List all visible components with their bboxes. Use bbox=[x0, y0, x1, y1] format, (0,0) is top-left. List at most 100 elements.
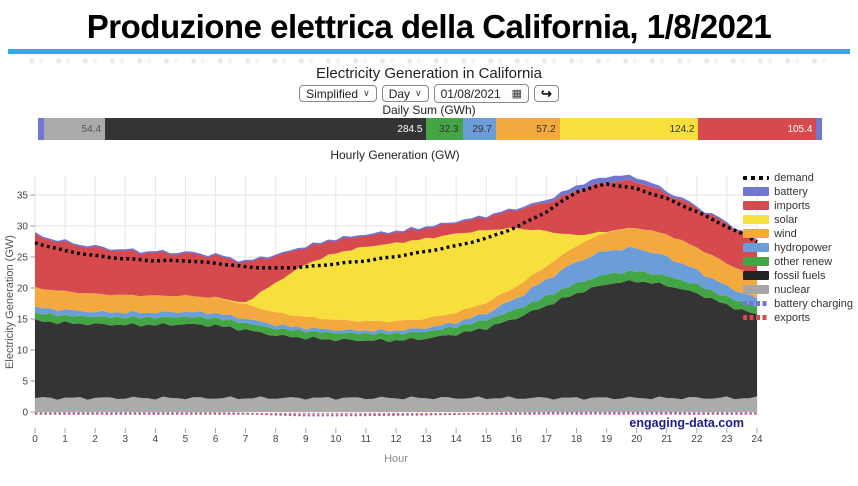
y-axis-label: Electricity Generation (GW) bbox=[4, 235, 16, 369]
y-tick-label: 15 bbox=[17, 315, 29, 326]
area-hydropower bbox=[35, 246, 757, 335]
legend-swatch-solar bbox=[743, 215, 770, 224]
y-tick-label: 30 bbox=[17, 222, 29, 233]
x-tick-label: 14 bbox=[451, 434, 463, 445]
daily-sum-bar: 54.4 284.5 32.3 29.7 57.2 124.2 105.4 bbox=[38, 118, 822, 140]
legend-label: fossil fuels bbox=[774, 269, 826, 282]
page-root: { "page": { "main_title": "Produzione el… bbox=[0, 6, 858, 486]
mode-select[interactable]: Simplified ∨ bbox=[299, 85, 377, 102]
x-tick-label: 22 bbox=[691, 434, 703, 445]
x-tick-label: 9 bbox=[303, 434, 309, 445]
daily-bar-segment-imports: 105.4 bbox=[698, 118, 817, 140]
blurred-menu-strip bbox=[30, 59, 828, 63]
area-imports bbox=[35, 179, 757, 302]
x-tick-label: 0 bbox=[32, 434, 38, 445]
x-tick-label: 18 bbox=[571, 434, 583, 445]
legend-item-imports[interactable]: imports bbox=[743, 199, 853, 212]
page-title: Produzione elettrica della California, 1… bbox=[86, 8, 772, 45]
legend-swatch-exports bbox=[743, 315, 770, 320]
title-underline bbox=[8, 49, 850, 54]
legend-item-other-renew[interactable]: other renew bbox=[743, 255, 853, 268]
chevron-down-icon: ∨ bbox=[415, 88, 422, 98]
x-tick-label: 13 bbox=[421, 434, 433, 445]
date-input[interactable] bbox=[440, 86, 507, 101]
period-select[interactable]: Day ∨ bbox=[381, 85, 429, 102]
x-tick-label: 1 bbox=[62, 434, 68, 445]
chart-legend: demand battery imports solar wind hydropower o… bbox=[743, 171, 853, 324]
legend-item-exports[interactable]: exports bbox=[743, 311, 853, 324]
x-tick-label: 10 bbox=[330, 434, 342, 445]
chart-canvas: 0 1 2 3 4 5 6 7 8 9 10 11 12 13 14 15 16 17 18 19 20 21 22 23 24… bbox=[17, 174, 763, 445]
legend-label: exports bbox=[774, 311, 811, 324]
x-tick-label: 23 bbox=[721, 434, 733, 445]
x-tick-label: 16 bbox=[511, 434, 523, 445]
legend-swatch-battery-charging bbox=[743, 301, 770, 306]
legend-label: other renew bbox=[774, 255, 833, 268]
x-tick-label: 6 bbox=[213, 434, 219, 445]
x-tick-label: 24 bbox=[751, 434, 763, 445]
area-fossil-fuels bbox=[35, 280, 757, 400]
daily-bar-segment-battery bbox=[38, 118, 45, 140]
y-tick-label: 0 bbox=[22, 408, 28, 419]
x-tick-label: 15 bbox=[481, 434, 493, 445]
chart-region: 0 1 2 3 4 5 6 7 8 9 10 11 12 13 14 15 16 17 18 19 20 21 22 23 24… bbox=[0, 162, 858, 482]
legend-label: battery bbox=[774, 185, 808, 198]
legend-label: wind bbox=[774, 227, 797, 240]
calendar-icon[interactable]: ▦ bbox=[511, 88, 523, 100]
x-tick-label: 17 bbox=[541, 434, 553, 445]
share-arrow-icon: ↪ bbox=[541, 85, 552, 101]
legend-swatch-hydropower bbox=[743, 243, 770, 252]
legend-item-demand[interactable]: demand bbox=[743, 171, 853, 184]
chevron-down-icon: ∨ bbox=[363, 88, 370, 98]
watermark-link[interactable]: engaging-data.com bbox=[629, 416, 744, 430]
share-button[interactable]: ↪ bbox=[534, 85, 559, 102]
period-select-value: Day bbox=[388, 86, 411, 101]
area-wind bbox=[35, 228, 757, 332]
x-tick-label: 8 bbox=[273, 434, 279, 445]
legend-label: hydropower bbox=[774, 241, 832, 254]
hourly-chart-title: Hourly Generation (GW) bbox=[330, 148, 460, 162]
legend-swatch-other-renew bbox=[743, 257, 770, 266]
app-title: Electricity Generation in California bbox=[316, 65, 542, 82]
legend-label: demand bbox=[774, 171, 814, 184]
legend-label: nuclear bbox=[774, 283, 811, 296]
hourly-generation-chart: 0 1 2 3 4 5 6 7 8 9 10 11 12 13 14 15 16 17 18 19 20 21 22 23 24… bbox=[4, 174, 763, 465]
mode-select-value: Simplified bbox=[306, 86, 359, 101]
daily-bar-segment-solar: 124.2 bbox=[559, 118, 699, 140]
x-tick-label: 5 bbox=[183, 434, 189, 445]
area-other-renew bbox=[35, 270, 757, 342]
x-tick-label: 20 bbox=[631, 434, 643, 445]
legend-swatch-fossil-fuels bbox=[743, 271, 770, 280]
y-tick-label: 35 bbox=[17, 191, 29, 202]
area-nuclear bbox=[35, 396, 757, 412]
date-field: ▦ bbox=[433, 84, 530, 103]
legend-label: battery charging bbox=[774, 297, 853, 310]
legend-item-fossil-fuels[interactable]: fossil fuels bbox=[743, 269, 853, 282]
daily-bar-segment-wind: 57.2 bbox=[495, 118, 560, 140]
legend-swatch-battery bbox=[743, 187, 770, 196]
legend-label: imports bbox=[774, 199, 811, 212]
daily-sum-label: Daily Sum (GWh) bbox=[382, 103, 476, 117]
legend-label: solar bbox=[774, 213, 798, 226]
y-tick-label: 5 bbox=[22, 377, 28, 388]
legend-swatch-wind bbox=[743, 229, 770, 238]
legend-item-hydropower[interactable]: hydropower bbox=[743, 241, 853, 254]
daily-bar-segment-battery-charging bbox=[816, 118, 822, 140]
daily-bar-segment-hydropower: 29.7 bbox=[462, 118, 496, 140]
y-tick-label: 10 bbox=[17, 346, 29, 357]
battery-top-line bbox=[34, 174, 758, 264]
x-tick-label: 2 bbox=[92, 434, 98, 445]
x-axis-label: Hour bbox=[384, 453, 408, 465]
x-tick-label: 12 bbox=[390, 434, 402, 445]
x-tick-label: 19 bbox=[601, 434, 613, 445]
legend-item-battery[interactable]: battery bbox=[743, 185, 853, 198]
legend-item-battery-charging[interactable]: battery charging bbox=[743, 297, 853, 310]
legend-item-nuclear[interactable]: nuclear bbox=[743, 283, 853, 296]
legend-item-solar[interactable]: solar bbox=[743, 213, 853, 226]
x-tick-label: 21 bbox=[661, 434, 673, 445]
y-tick-label: 25 bbox=[17, 253, 29, 264]
y-tick-label: 20 bbox=[17, 284, 29, 295]
legend-swatch-imports bbox=[743, 201, 770, 210]
legend-item-wind[interactable]: wind bbox=[743, 227, 853, 240]
daily-bar-segment-fossil-fuels: 284.5 bbox=[105, 118, 427, 140]
